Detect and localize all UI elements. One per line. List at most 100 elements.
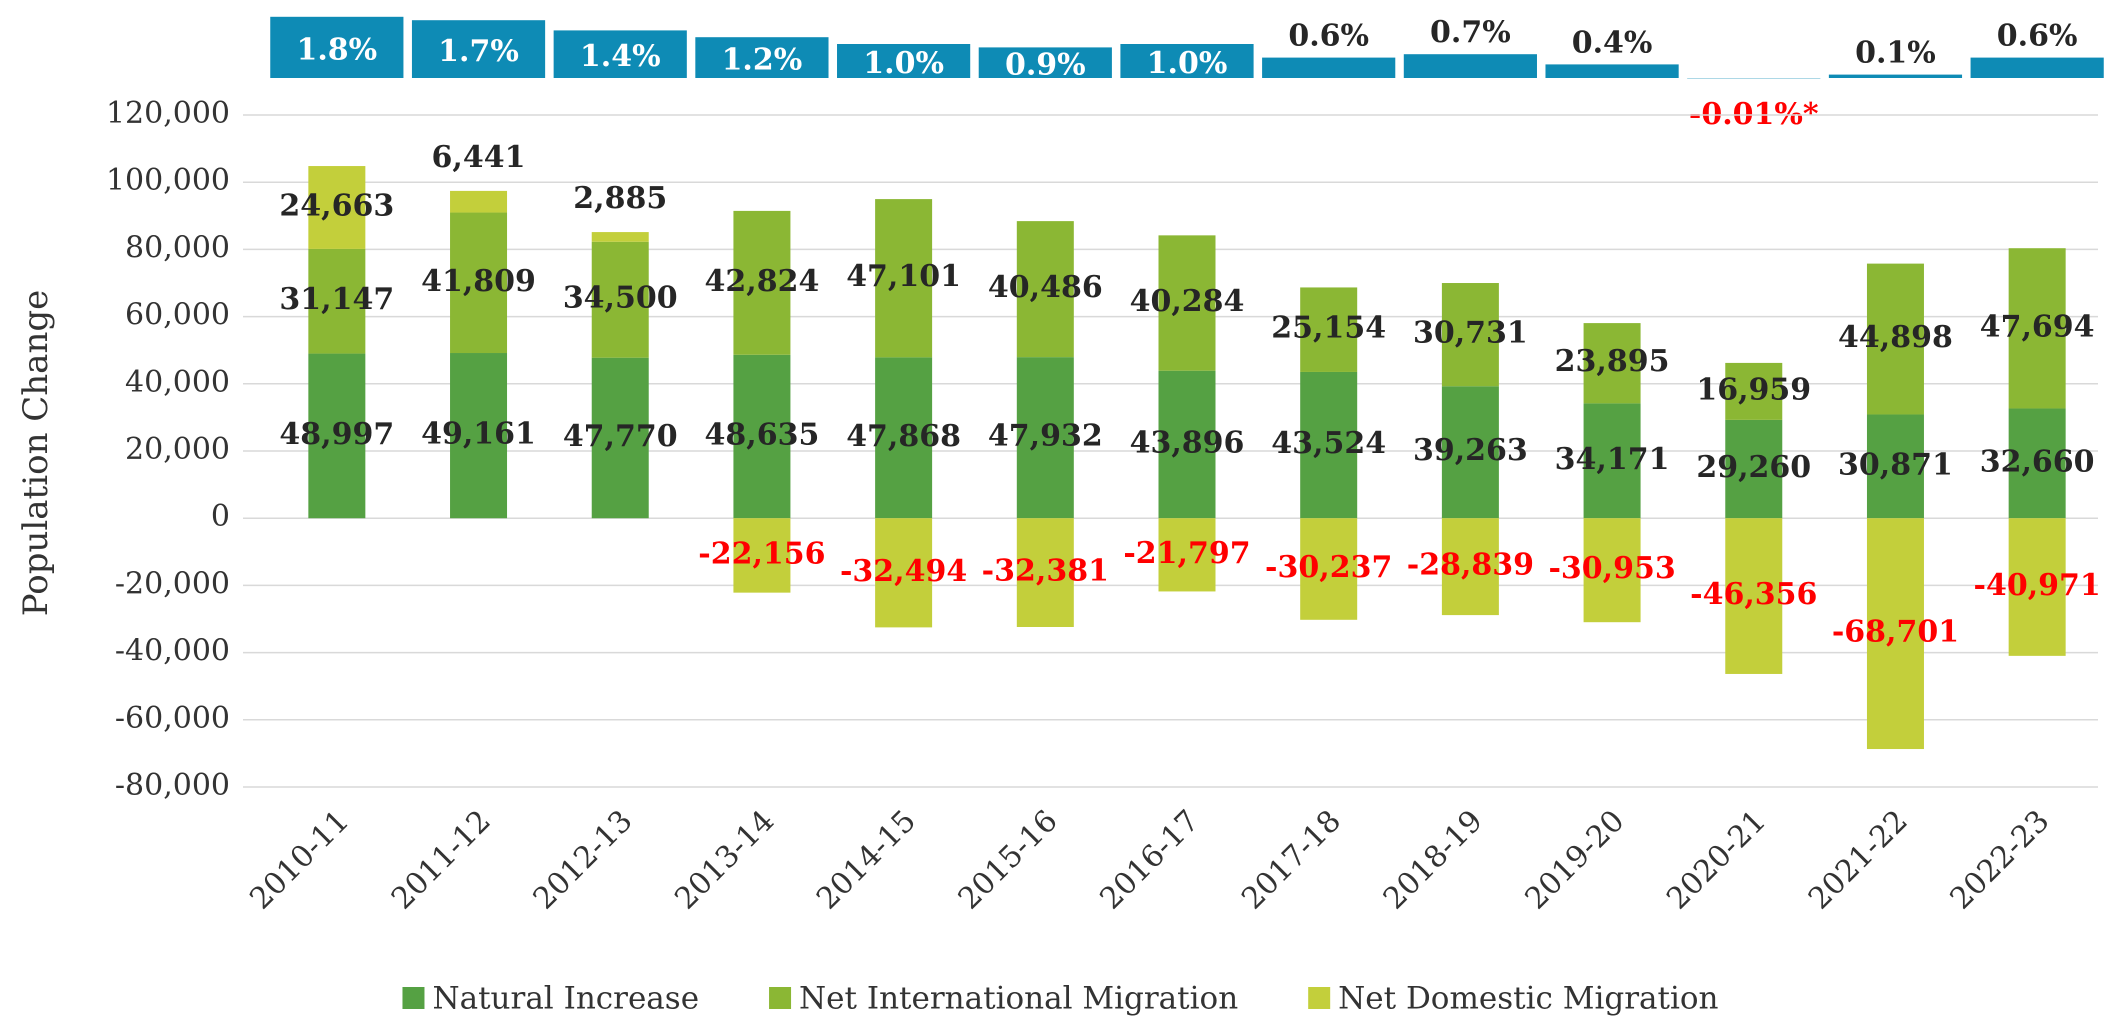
y-tick-label: 80,000 [125, 230, 230, 265]
growth-bar [978, 47, 1112, 78]
bar-segment [591, 241, 649, 358]
data-label: 32,660 [1980, 444, 2095, 479]
x-tick-label: 2015-16 [952, 804, 1065, 917]
data-label: 47,770 [563, 419, 678, 454]
growth-bar [695, 37, 829, 78]
bar-segment [591, 232, 649, 242]
y-tick-label: -60,000 [115, 701, 230, 736]
bar-segment [2008, 408, 2066, 519]
y-tick-label: -40,000 [115, 634, 230, 669]
x-tick-label: 2012-13 [527, 804, 640, 917]
bar-segment [875, 199, 933, 358]
legend-swatch [402, 987, 425, 1009]
bar-segment [450, 353, 508, 519]
data-label: 34,500 [563, 281, 678, 316]
growth-label: 1.2% [722, 43, 803, 78]
growth-bar [1545, 64, 1679, 78]
bar-segment [2008, 518, 2066, 656]
bar-segment [875, 518, 933, 628]
data-label: -30,953 [1548, 551, 1675, 586]
legend-swatch [769, 987, 792, 1009]
growth-label: 0.4% [1572, 25, 1653, 60]
legend-swatch [1308, 987, 1331, 1009]
data-label: 34,171 [1555, 442, 1670, 477]
x-tick-label: 2019-20 [1518, 804, 1631, 917]
bar-segment [1725, 419, 1783, 519]
legend-label: Net Domestic Migration [1338, 981, 1718, 1017]
bar-segment [450, 212, 508, 354]
data-label: 24,663 [279, 188, 394, 223]
bar-segment [1016, 518, 1074, 628]
growth-bar [411, 20, 546, 78]
bar-segment [1300, 518, 1358, 620]
data-label: 40,486 [988, 270, 1103, 305]
growth-bar [1403, 54, 1537, 78]
data-label: -28,839 [1407, 548, 1534, 583]
data-label: 43,524 [1271, 426, 1386, 461]
growth-label: 0.1% [1855, 36, 1936, 71]
bar-segment [1583, 518, 1641, 623]
growth-bar [1828, 74, 1963, 78]
growth-label: 1.4% [580, 39, 661, 74]
bar-segment [1725, 362, 1783, 420]
x-tick-label: 2013-14 [668, 804, 781, 917]
bar-segment [1016, 221, 1074, 358]
data-label: 6,441 [432, 140, 526, 175]
x-tick-label: 2021-22 [1802, 804, 1915, 917]
y-tick-label: 120,000 [106, 96, 230, 131]
bar-segment [1866, 414, 1924, 519]
bar-segment [1441, 518, 1499, 616]
bar-segment [591, 357, 649, 519]
y-tick-label: -20,000 [115, 566, 230, 601]
data-label: 31,147 [279, 282, 394, 317]
x-tick-label: 2018-19 [1377, 804, 1490, 917]
x-tick-label: 2016-17 [1093, 804, 1206, 917]
data-label: 29,260 [1696, 450, 1811, 485]
y-axis-title: Population Change [16, 290, 56, 616]
data-label: 40,284 [1130, 284, 1245, 319]
data-label: 23,895 [1555, 344, 1670, 379]
data-label: 16,959 [1696, 372, 1811, 407]
bar-segment [733, 210, 791, 355]
legend-label: Net International Migration [799, 981, 1238, 1017]
data-label: -30,237 [1265, 550, 1392, 585]
data-label: 47,932 [988, 419, 1103, 454]
bar-segment [450, 190, 508, 213]
data-label: 47,694 [1980, 309, 2095, 344]
data-label: -32,494 [840, 554, 967, 589]
data-label: 43,896 [1130, 425, 1245, 460]
growth-bar [837, 44, 971, 78]
y-tick-label: 100,000 [106, 163, 230, 198]
data-label: 49,161 [421, 417, 536, 452]
y-tick-label: 60,000 [125, 298, 230, 333]
growth-label: 0.6% [1288, 19, 1369, 54]
legend-label: Natural Increase [432, 981, 699, 1017]
data-label: 48,635 [705, 417, 820, 452]
y-tick-label: -80,000 [115, 768, 230, 803]
bar-segment [308, 166, 366, 249]
bar-segment [1866, 263, 1924, 415]
data-label: -32,381 [982, 554, 1109, 589]
data-label: -46,356 [1690, 577, 1817, 612]
growth-bar [1262, 57, 1396, 78]
bar-segment [1441, 386, 1499, 519]
x-tick-label: 2014-15 [810, 804, 923, 917]
bar-segment [1583, 403, 1641, 519]
bar-segment [1016, 357, 1074, 519]
growth-label: 1.7% [438, 34, 519, 69]
bar-segment [1300, 287, 1358, 372]
bar-segment [875, 357, 933, 519]
data-label: -22,156 [698, 536, 825, 571]
y-tick-label: 0 [211, 499, 230, 534]
data-label: -40,971 [1974, 568, 2101, 603]
data-label: -68,701 [1832, 615, 1959, 650]
data-label: -21,797 [1123, 536, 1250, 571]
bar-segment [1441, 283, 1499, 387]
bar-segment [733, 354, 791, 519]
data-label: 39,263 [1413, 433, 1528, 468]
growth-label: 1.0% [1147, 46, 1228, 81]
bar-segment [308, 248, 366, 354]
bar-segment [2008, 248, 2066, 409]
growth-label: 0.7% [1430, 15, 1511, 50]
